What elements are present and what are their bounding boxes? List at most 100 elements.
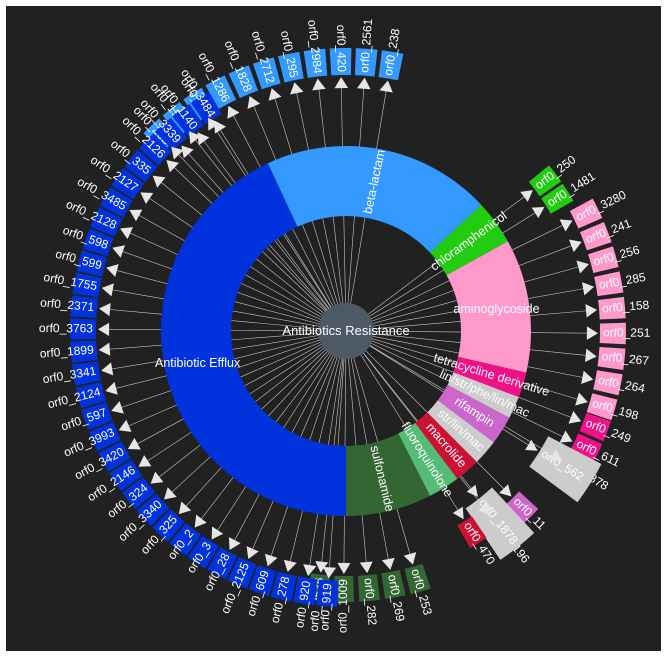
leaf-label: orf0_158 <box>601 298 650 316</box>
arrowhead-orf0_325 <box>178 501 192 515</box>
ring-label-antibiotic-efflux: Antibiotic Efflux <box>155 356 241 370</box>
leaf-box-orf0_599 <box>76 250 107 277</box>
arrowhead-orf0_1009 <box>337 562 351 574</box>
arrowhead-orf0_267 <box>584 348 597 363</box>
arrowhead-orf0_249 <box>568 411 582 424</box>
leaf-box-orf0_1755 <box>72 272 102 298</box>
arrowhead-orf0_241 <box>568 239 582 253</box>
arrowhead-orf0_1481 <box>531 206 545 219</box>
ring-segment-antibiotic-efflux <box>160 163 346 516</box>
leaf-label: orf0_1899 <box>39 343 94 361</box>
leaf-box-orf0_295 <box>278 51 304 83</box>
leaf-box-orf0_470 <box>457 516 487 548</box>
arrowhead-orf0_2124 <box>105 381 118 395</box>
leaf-box-orf0_3280 <box>569 198 603 229</box>
ring-segment-lin-str <box>447 372 519 418</box>
leaf-box-orf0_597 <box>81 402 113 430</box>
arrowhead-orf0_11 <box>499 484 512 497</box>
leaf-box-orf0_2 <box>169 523 202 556</box>
leaf-label: orf0_267 <box>601 349 650 368</box>
arrowhead-orf0_919 <box>322 566 337 579</box>
arrowhead-orf0_28 <box>228 537 241 550</box>
leaf-box-orf0_251 <box>599 322 626 345</box>
arrowhead-orf0_2127 <box>140 192 154 205</box>
ring-segment-aminoglycoside <box>446 241 532 373</box>
leaf-label: orf0_264 <box>597 373 647 396</box>
arrowhead-orf0_256 <box>576 260 589 274</box>
arrowhead-orf0_3196 <box>478 502 491 516</box>
arrowhead-orf0_285 <box>581 282 595 296</box>
leaf-box-orf0_1481 <box>541 183 574 214</box>
leaf-box-orf0_1899 <box>70 340 98 363</box>
arrowhead-orf0_251 <box>586 326 598 340</box>
ring-segment-beta-lactam <box>267 146 482 253</box>
leaf-box-orf0_324 <box>122 477 156 510</box>
center-label: Antibiotics Resistance <box>282 323 409 338</box>
leaf-box-orf0_2371 <box>70 295 99 318</box>
leaf-box-orf0_241 <box>579 222 612 251</box>
leaf-label: orf0_2561 <box>357 18 375 73</box>
arrowhead-orf0_2984 <box>312 78 326 91</box>
leaf-box-orf0_325 <box>152 509 185 542</box>
leaf-box-orf0_598 <box>82 228 114 257</box>
leaf-label: orf0_3341 <box>42 364 98 387</box>
arrowhead-orf0_1878 <box>466 484 478 497</box>
arrowhead-orf0_1828 <box>247 95 261 109</box>
leaf-box-orf0_920 <box>293 576 318 606</box>
arrowhead-orf0_264 <box>581 370 594 384</box>
leaf-box-orf0_335 <box>124 149 158 182</box>
leaf-box-orf0_3340 <box>136 493 170 527</box>
arrowhead-orf0_920 <box>303 564 317 577</box>
resistance-sunburst: orf0_238orf0_2561orf0_420orf0_2984orf0_2… <box>39 18 651 633</box>
arrowhead-orf0_470 <box>452 506 464 520</box>
arrowhead-orf0_198 <box>575 392 588 406</box>
arrowhead-orf0_250 <box>520 190 533 202</box>
arrowhead-orf0_2371 <box>99 302 111 317</box>
leaf-box-orf0_1140 <box>172 103 205 137</box>
ring-segment-fluoroquinolone <box>398 422 458 496</box>
arrowhead-orf0_598 <box>112 245 126 258</box>
leaf-box-orf0_2124 <box>75 382 106 409</box>
leaf-box-orf0_269 <box>381 570 406 600</box>
leaf-box-orf0_2561 <box>354 48 378 77</box>
leaf-box-orf0_264 <box>593 370 623 396</box>
leaf-box-orf0_3339 <box>154 117 188 151</box>
leaf-box-orf0_919 <box>316 579 339 607</box>
leaf-box-orf0_3763 <box>70 318 97 340</box>
leaf-box-orf0_1878 <box>465 487 535 560</box>
arrowhead-orf0_3 <box>211 526 224 540</box>
leaf-label: orf0_1009 <box>336 579 350 633</box>
ring-segment-rifampin <box>437 384 510 443</box>
leaf-box-orf0_2125 <box>227 556 257 589</box>
arrowhead-orf0_3993 <box>118 419 132 432</box>
leaf-label: orf0_420 <box>334 25 349 73</box>
arrowhead-orf0_29 <box>208 117 220 131</box>
arrowhead-orf0_609 <box>264 553 278 567</box>
leaf-box-orf0_253 <box>404 563 431 595</box>
leaf-box-orf0_2128 <box>90 207 123 237</box>
leaf-box-orf0_11 <box>506 491 539 524</box>
arrowhead-orf0_324 <box>150 471 164 484</box>
arrowhead-orf0_3280 <box>559 219 573 232</box>
leaf-label: orf0_919 <box>317 583 334 632</box>
arrowhead-orf0_278 <box>283 559 297 573</box>
arrowhead-orf0_3420 <box>127 437 141 450</box>
leaf-box-orf0_609 <box>248 565 277 597</box>
arrowhead-orf0_1899 <box>98 342 111 356</box>
leaf-box-orf0_282 <box>357 574 380 602</box>
arrowhead-orf0_562 <box>525 439 538 451</box>
leaf-label: orf0_282 <box>361 577 379 626</box>
leaf-box-orf0_250 <box>528 165 562 197</box>
leaf-label: orf0_2984 <box>305 19 325 75</box>
arrowhead-orf0_335 <box>152 175 166 188</box>
arrowhead-orf0_269 <box>381 557 395 570</box>
leaf-box-orf0_249 <box>579 412 612 442</box>
arrowhead-orf0_420 <box>334 77 349 89</box>
arrowhead-orf0_2561 <box>357 77 371 90</box>
diagram-frame: orf0_238 orf0_2561 orf0_420 orf0_2984 orf0_2… <box>6 6 661 651</box>
leaf-box-orf0_562 <box>529 436 602 503</box>
arrowhead-orf0_1559 <box>188 131 202 145</box>
leaf-box-orf0_158 <box>598 296 626 320</box>
arrowhead-orf0_238 <box>379 80 393 93</box>
arrowhead-orf0_3484 <box>214 120 227 134</box>
